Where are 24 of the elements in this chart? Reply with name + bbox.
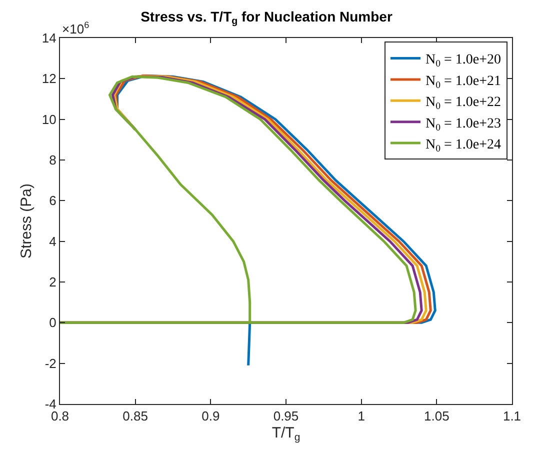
legend-label: N$_{0}$ = 1.0e+24 bbox=[425, 138, 502, 154]
legend-label: N$_{0}$ = 1.0e+22 bbox=[425, 95, 502, 112]
y-tick-label: 14 bbox=[42, 30, 56, 46]
y-tick-label: 6 bbox=[49, 193, 56, 208]
x-tick-label: 0.85 bbox=[122, 408, 148, 424]
y-tick-label: 2 bbox=[49, 274, 56, 290]
x-axis-title: T/T$_{g}$ bbox=[272, 424, 300, 444]
legend-label: N$_{0}$ = 1.0e+21 bbox=[425, 74, 502, 91]
x-tick-label: 0.95 bbox=[273, 408, 299, 424]
x-tick-label: 1.05 bbox=[424, 408, 450, 424]
y-tick-label: 4 bbox=[49, 234, 56, 249]
y-tick-label: 8 bbox=[49, 152, 56, 168]
y-tick-label: 12 bbox=[42, 71, 56, 86]
x-tick-label: 1 bbox=[358, 408, 365, 424]
y-tick-label: 0 bbox=[49, 315, 56, 330]
text: ×10$^{6}$ bbox=[62, 20, 90, 36]
chart-title: Stress vs. T/T$_{g}$ for Nucleation Number bbox=[140, 8, 393, 28]
legend-label: N$_{0}$ = 1.0e+23 bbox=[425, 116, 502, 134]
x-tick-label: 1.1 bbox=[502, 408, 522, 424]
y-tick-label: -2 bbox=[44, 356, 56, 371]
y-tick-label: 10 bbox=[42, 112, 56, 127]
legend-label: N$_{0}$ = 1.0e+20 bbox=[425, 52, 502, 70]
x-tick-label: 0.9 bbox=[202, 408, 220, 424]
y-axis-title: Stress (Pa) bbox=[18, 183, 36, 259]
